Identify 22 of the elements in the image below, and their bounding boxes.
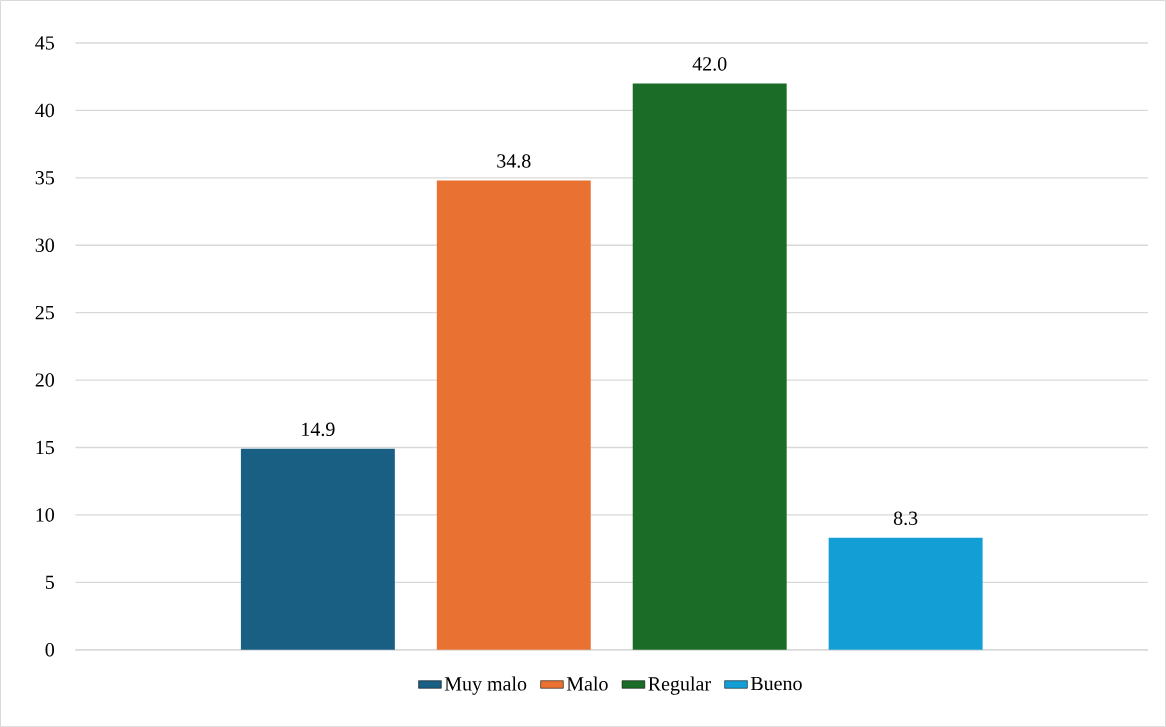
data-label: 14.9 [302, 422, 335, 437]
bar [436, 180, 591, 650]
bar [828, 537, 983, 650]
y-tick-label: 45 [35, 36, 54, 50]
legend-label: Regular [648, 676, 711, 695]
y-tick-label: 0 [45, 642, 55, 657]
data-label: 34.8 [497, 154, 531, 168]
y-tick-label: 35 [35, 171, 54, 185]
y-tick-label: 30 [35, 238, 55, 252]
y-tick-label: 25 [35, 305, 54, 320]
bar [632, 83, 787, 650]
legend-label: Bueno [750, 676, 802, 691]
y-tick-label: 40 [35, 103, 55, 118]
y-tick-label: 10 [36, 508, 55, 522]
data-label: 42.0 [692, 57, 727, 71]
y-tick-label: 15 [36, 440, 54, 455]
legend-label: Muy malo [444, 676, 527, 695]
y-tick-label: 5 [45, 575, 54, 589]
legend-label: Malo [566, 676, 608, 691]
data-label: 8.3 [893, 511, 918, 526]
bar [240, 448, 395, 650]
y-tick-label: 20 [35, 373, 55, 387]
